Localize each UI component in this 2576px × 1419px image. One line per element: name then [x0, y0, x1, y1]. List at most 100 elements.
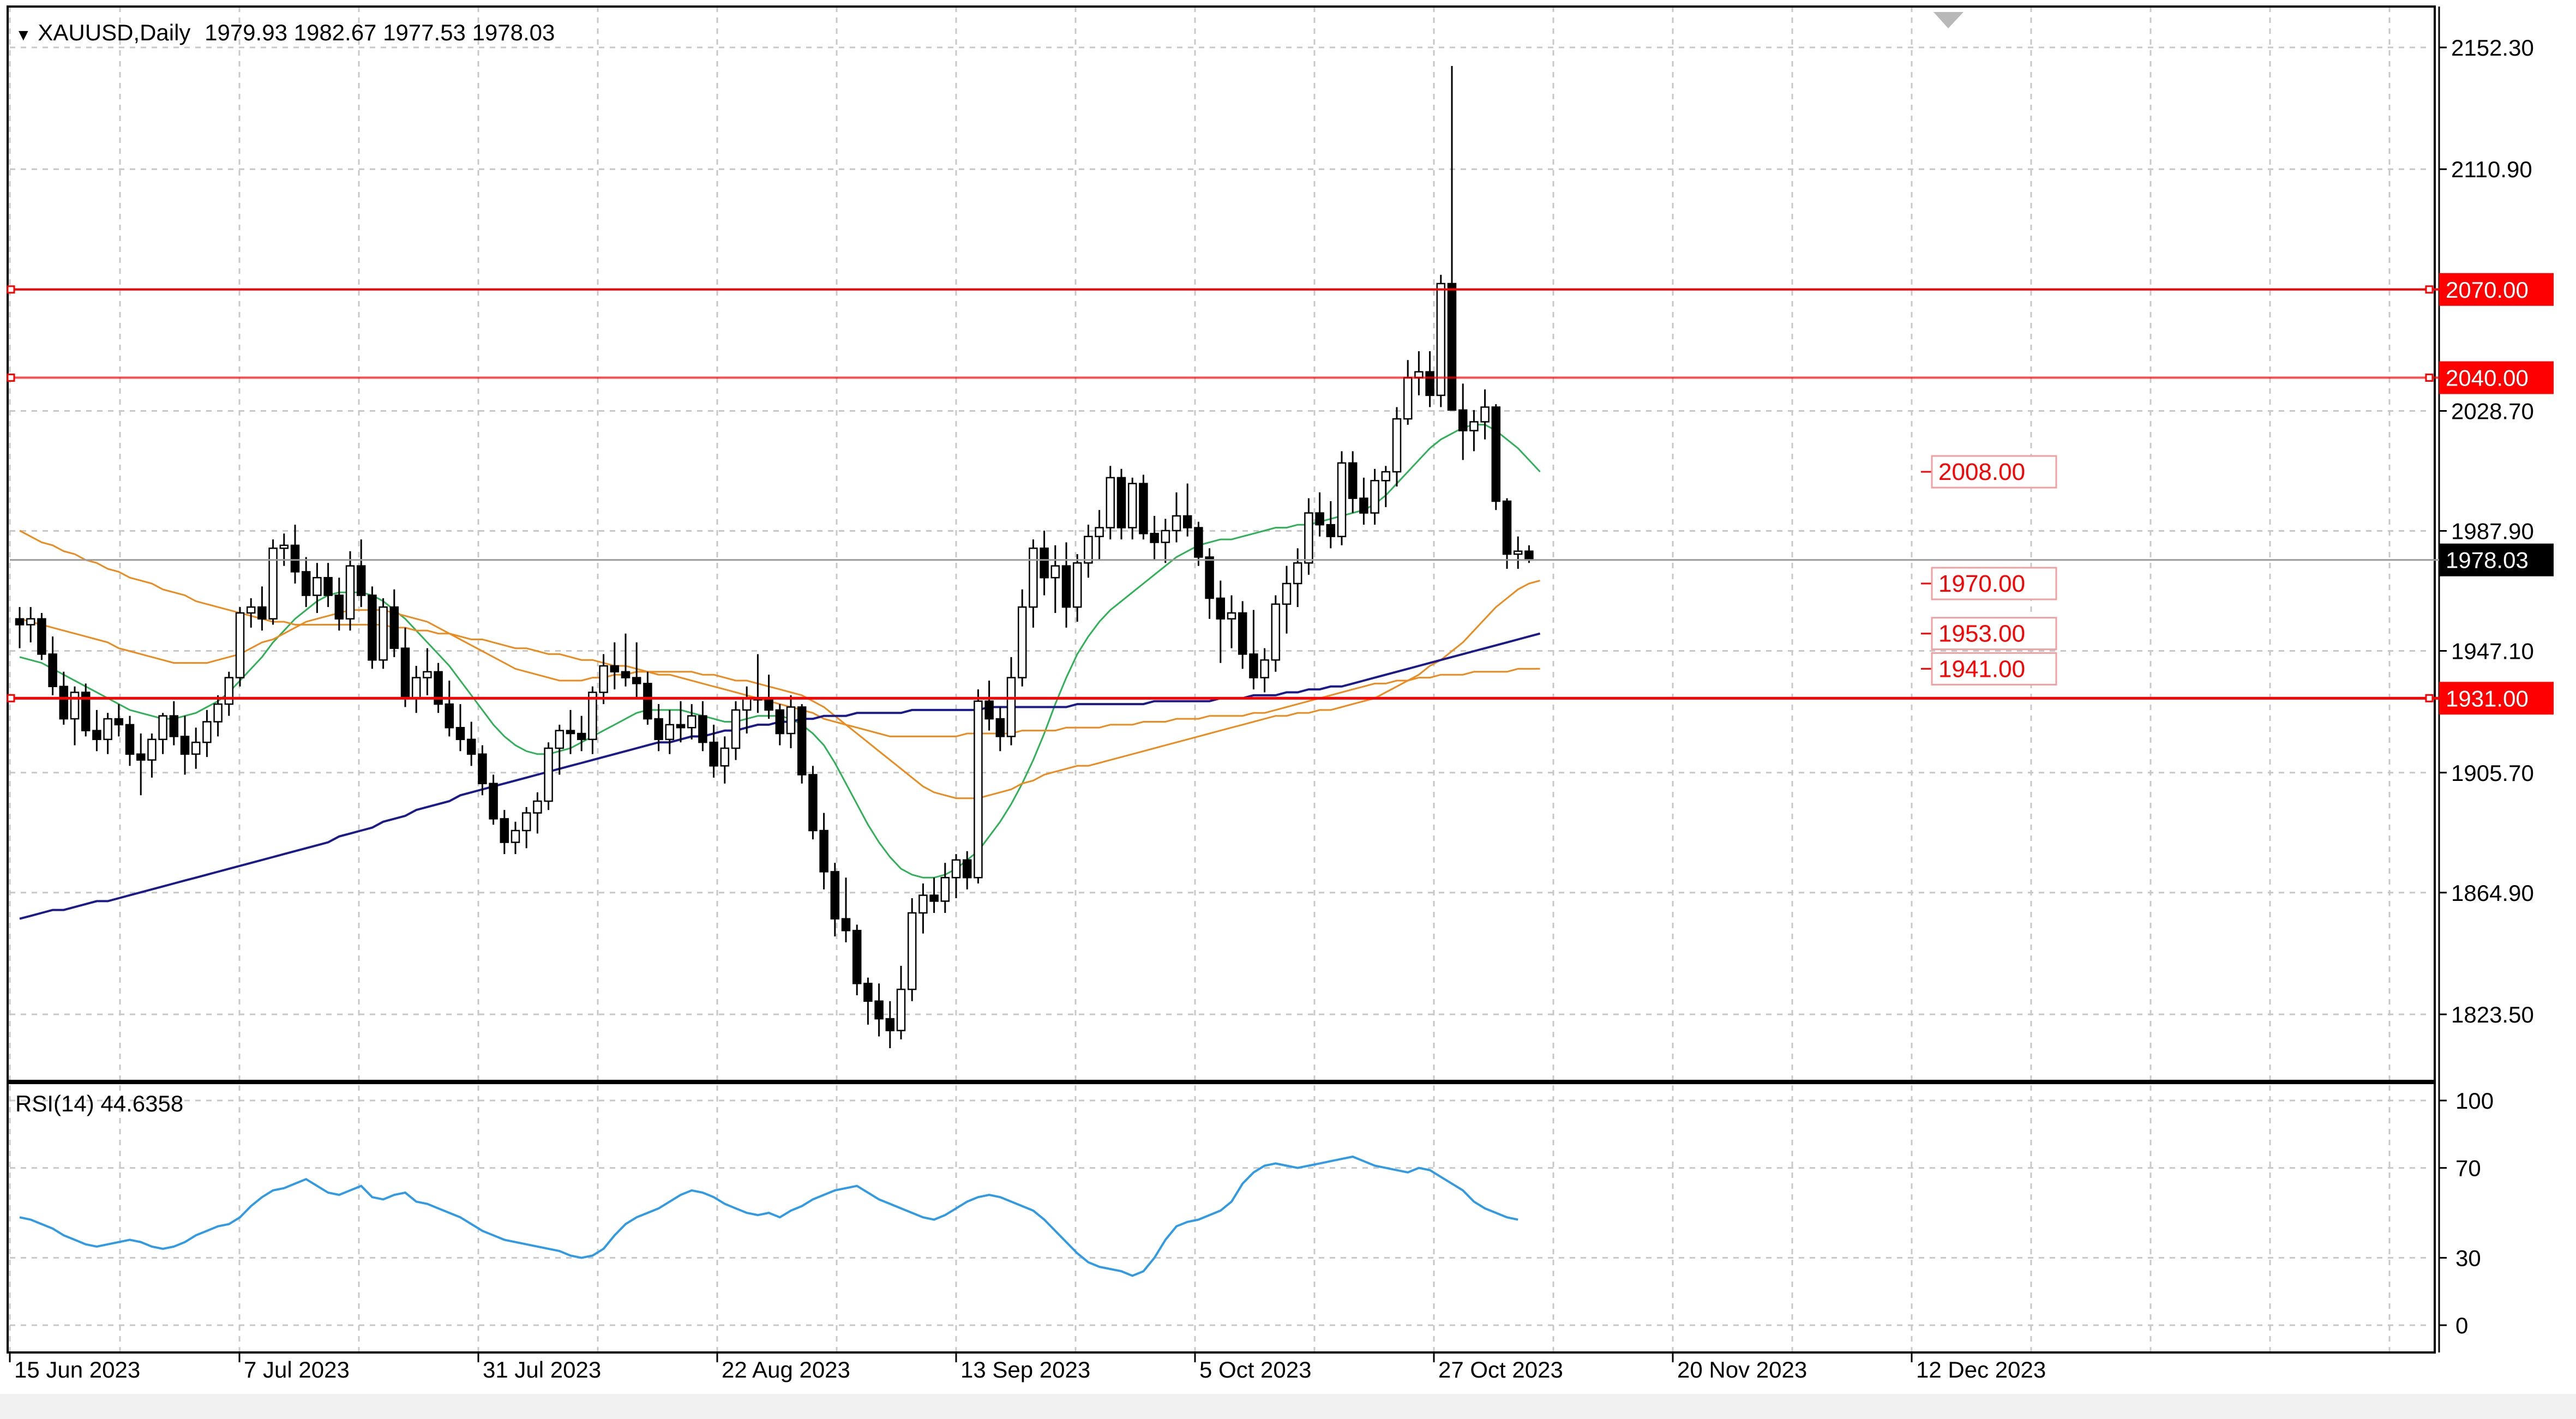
candle-body	[731, 709, 741, 749]
candle-body	[290, 544, 300, 573]
level-float-box	[1931, 617, 2057, 651]
price-tick-label: 1947.10	[2451, 639, 2534, 664]
candle-body	[246, 606, 256, 614]
candle-body	[841, 918, 851, 931]
candle-body	[929, 894, 939, 902]
chart-shift-icon[interactable]	[1933, 12, 1963, 28]
price-tick-label: 2152.30	[2451, 35, 2534, 61]
candle-body	[1381, 471, 1391, 482]
candle-body	[235, 612, 245, 678]
candle-body	[995, 718, 1005, 737]
level-float-box	[1931, 567, 2057, 600]
ohlc-values: 1979.93 1982.67 1977.53 1978.03	[205, 20, 555, 45]
candle-body	[92, 730, 101, 741]
level-axis-label: 2070.00	[2446, 277, 2529, 303]
candle-body	[588, 692, 597, 741]
date-tick-label: 15 Jun 2023	[14, 1357, 140, 1382]
candle-body	[1359, 497, 1368, 514]
candle-body	[1072, 562, 1082, 608]
candle-body	[389, 606, 399, 649]
rsi-tick-label: 100	[2455, 1088, 2494, 1114]
candle-body	[1017, 606, 1027, 678]
level-axis-box	[2439, 273, 2554, 306]
level-anchor-left	[7, 285, 15, 294]
candle-body	[1061, 565, 1071, 608]
moving-average-lines	[19, 424, 1541, 920]
candle-body	[1238, 612, 1247, 655]
level-axis-box	[2439, 361, 2554, 394]
candle-body	[1502, 500, 1512, 555]
level-anchor-left	[7, 694, 15, 702]
candle-body	[202, 721, 212, 743]
candle-body	[808, 774, 818, 832]
candle-body	[1370, 480, 1379, 514]
candle-body	[599, 665, 608, 693]
candle-body	[951, 859, 961, 879]
candle-body	[1392, 418, 1402, 473]
price-tick-label: 1905.70	[2451, 760, 2534, 786]
level-float-box	[1931, 455, 2057, 489]
candle-body	[70, 692, 80, 720]
level-axis-label: 2040.00	[2446, 365, 2529, 391]
rsi-pane-frame	[7, 1082, 2436, 1354]
candle-body	[434, 671, 443, 705]
ma-line-1	[19, 580, 1540, 799]
candle-body	[962, 859, 972, 879]
candle-body	[720, 747, 730, 767]
rsi-series-line	[19, 1155, 1518, 1277]
level-anchor-left	[7, 374, 15, 382]
candle-body	[1348, 462, 1358, 499]
candle-body	[345, 565, 355, 620]
last-price-label: 1978.03	[2446, 548, 2529, 573]
candle-body	[874, 1000, 884, 1020]
rsi-tick-label: 70	[2455, 1156, 2481, 1181]
candle-body	[1106, 477, 1115, 528]
candle-body	[180, 736, 190, 755]
candle-body	[610, 665, 620, 673]
candle-body	[114, 718, 124, 726]
candle-body	[1337, 462, 1347, 537]
candle-body	[1282, 582, 1292, 605]
candle-body	[1260, 659, 1269, 678]
candle-body	[687, 715, 696, 729]
candle-body	[632, 677, 641, 684]
candle-body	[940, 877, 950, 902]
date-tick-label: 27 Oct 2023	[1438, 1357, 1563, 1382]
candle-body	[577, 732, 586, 741]
candle-body	[103, 718, 112, 741]
candle-body	[1182, 515, 1192, 528]
level-anchor-right	[2425, 694, 2434, 702]
candle-body	[213, 703, 223, 723]
candle-body	[1293, 562, 1302, 585]
date-tick-label: 31 Jul 2023	[483, 1357, 601, 1382]
candle-body	[1150, 533, 1159, 543]
candle-body	[1304, 512, 1313, 564]
candle-body	[59, 686, 69, 720]
level-axis-box	[2439, 682, 2554, 715]
candle-body	[224, 677, 234, 705]
candle-body	[323, 576, 333, 596]
level-float-label: 1953.00	[1938, 621, 2025, 647]
candle-body	[15, 618, 25, 626]
status-bar	[0, 1394, 2576, 1419]
dropdown-triangle-icon[interactable]: ▼	[15, 26, 32, 44]
candle-body	[863, 983, 873, 1002]
ma-line-3	[19, 632, 1541, 920]
rsi-header: RSI(14) 44.6358	[15, 1091, 184, 1116]
candle-body	[356, 565, 366, 596]
candle-body	[511, 829, 520, 843]
candle-body	[301, 571, 311, 596]
chart-grid	[9, 7, 2430, 1352]
candle-body	[1029, 548, 1038, 608]
candle-body	[1436, 282, 1446, 396]
horizontal-levels[interactable]: 2070.00 2040.00 1931.00 2008.00 1970.00 1953.…	[7, 273, 2554, 715]
candle-body	[1216, 597, 1226, 620]
candle-body	[1139, 483, 1148, 534]
candle-body	[423, 671, 432, 678]
pane-frames	[0, 5, 2576, 1419]
symbol-label: XAUUSD,Daily	[38, 20, 191, 45]
candle-body	[1513, 550, 1523, 555]
candle-body	[1271, 603, 1281, 661]
candle-body	[1524, 550, 1534, 561]
